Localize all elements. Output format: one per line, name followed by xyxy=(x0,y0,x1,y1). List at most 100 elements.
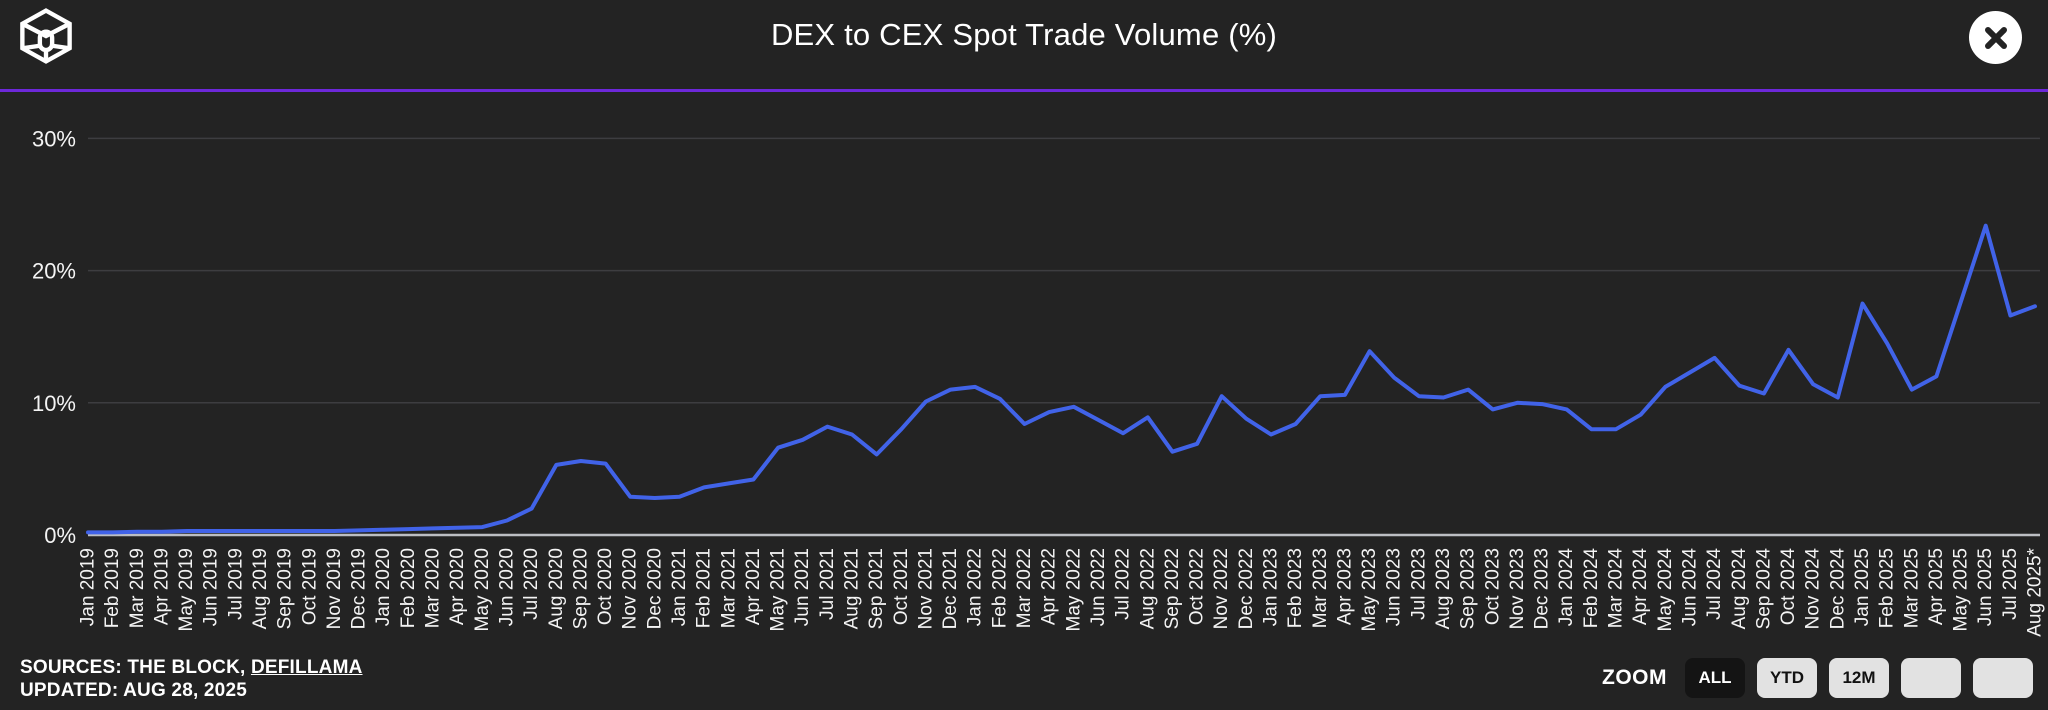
x-tick-label: Aug 2019 xyxy=(250,548,271,629)
x-tick-label: Dec 2021 xyxy=(940,548,961,629)
close-button[interactable] xyxy=(1969,11,2022,64)
trend-line xyxy=(86,223,2037,535)
x-tick-label: Apr 2019 xyxy=(151,548,172,625)
close-icon xyxy=(1984,26,2007,49)
x-tick-label: Jul 2021 xyxy=(817,548,838,620)
x-tick-label: Jun 2025 xyxy=(1975,548,1996,626)
x-tick-label: Nov 2020 xyxy=(620,548,641,629)
y-tick-label: 0% xyxy=(44,523,76,548)
x-tick-label: Aug 2023 xyxy=(1433,548,1454,629)
x-tick-label: Aug 2024 xyxy=(1729,548,1750,630)
x-tick-label: Jan 2021 xyxy=(669,548,690,626)
x-tick-label: Dec 2019 xyxy=(349,548,370,629)
x-tick-label: Apr 2025 xyxy=(1926,548,1947,625)
sources-block: SOURCES: THE BLOCK, DEFILLAMA UPDATED: A… xyxy=(20,656,363,702)
zoom-button-ytd[interactable]: YTD xyxy=(1757,658,1817,698)
x-tick-label: Feb 2024 xyxy=(1581,548,1602,629)
x-tick-label: Jan 2019 xyxy=(78,548,99,626)
x-tick-label: Feb 2023 xyxy=(1285,548,1306,628)
x-tick-label: Mar 2023 xyxy=(1310,548,1331,628)
x-tick-label: Oct 2024 xyxy=(1778,548,1799,626)
x-tick-label: Jul 2025 xyxy=(2000,548,2021,620)
x-tick-label: Jun 2023 xyxy=(1384,548,1405,626)
x-tick-label: May 2019 xyxy=(176,548,197,631)
x-tick-label: Apr 2021 xyxy=(743,548,764,625)
x-tick-label: Sep 2024 xyxy=(1753,548,1774,630)
header: DEX to CEX Spot Trade Volume (%) xyxy=(0,0,2048,92)
x-tick-label: May 2024 xyxy=(1655,548,1676,632)
page-title: DEX to CEX Spot Trade Volume (%) xyxy=(770,17,1278,52)
zoom-controls: ZOOM ALL YTD 12M xyxy=(1602,658,2033,698)
x-tick-label: May 2023 xyxy=(1359,548,1380,631)
x-tick-label: Jul 2019 xyxy=(225,548,246,620)
x-tick-label: Dec 2020 xyxy=(644,548,665,629)
zoom-button-all[interactable]: ALL xyxy=(1685,658,1745,698)
x-tick-label: Aug 2021 xyxy=(842,548,863,629)
y-tick-label: 20% xyxy=(32,259,76,284)
x-tick-label: Mar 2019 xyxy=(127,548,148,628)
x-tick-label: May 2020 xyxy=(472,548,493,631)
y-tick-label: 30% xyxy=(32,126,76,151)
x-tick-label: Jan 2022 xyxy=(965,548,986,626)
x-tick-label: Sep 2021 xyxy=(866,548,887,629)
line-chart[interactable]: 0%10%20%30%Jan 2019 Feb 2019 Mar 2019 Apr 2… xyxy=(0,92,2048,655)
x-tick-label: Dec 2022 xyxy=(1236,548,1257,629)
x-tick-label: May 2025 xyxy=(1951,548,1972,631)
x-tick-label: Jun 2021 xyxy=(792,548,813,626)
x-tick-label: Sep 2023 xyxy=(1458,548,1479,629)
x-tick-label: Jan 2023 xyxy=(1260,548,1281,626)
x-tick-label: Jan 2020 xyxy=(373,548,394,626)
x-tick-label: Feb 2022 xyxy=(989,548,1010,628)
x-tick-label: Mar 2025 xyxy=(1901,548,1922,628)
x-tick-label: Mar 2022 xyxy=(1014,548,1035,628)
x-tick-label: Sep 2022 xyxy=(1162,548,1183,629)
x-tick-label: Feb 2019 xyxy=(102,548,123,628)
x-tick-label: Nov 2022 xyxy=(1211,548,1232,629)
x-tick-label: Aug 2025* xyxy=(2025,547,2046,636)
x-tick-label: Feb 2020 xyxy=(398,548,419,628)
x-tick-label: Mar 2024 xyxy=(1606,548,1627,629)
sources-prefix: SOURCES: THE BLOCK, xyxy=(20,657,251,678)
x-tick-label: Jul 2023 xyxy=(1408,548,1429,620)
zoom-button-5[interactable] xyxy=(1973,658,2033,698)
x-tick-label: Jul 2024 xyxy=(1704,548,1725,620)
zoom-button-4[interactable] xyxy=(1901,658,1961,698)
x-tick-label: Dec 2024 xyxy=(1827,548,1848,630)
x-tick-label: Apr 2020 xyxy=(447,548,468,625)
x-tick-label: Aug 2022 xyxy=(1137,548,1158,629)
x-tick-label: Sep 2020 xyxy=(570,548,591,629)
x-tick-label: Jun 2020 xyxy=(496,548,517,626)
x-tick-label: Jul 2020 xyxy=(521,548,542,620)
x-tick-label: Apr 2022 xyxy=(1039,548,1060,625)
x-tick-label: Nov 2024 xyxy=(1803,548,1824,630)
x-tick-label: Oct 2020 xyxy=(595,548,616,625)
the-block-logo-icon xyxy=(20,8,72,64)
zoom-label: ZOOM xyxy=(1602,666,1667,689)
x-tick-label: Jun 2022 xyxy=(1088,548,1109,626)
x-tick-label: Apr 2023 xyxy=(1334,548,1355,625)
zoom-button-12m[interactable]: 12M xyxy=(1829,658,1889,698)
x-tick-label: Jun 2024 xyxy=(1679,548,1700,627)
x-tick-label: Jan 2024 xyxy=(1556,548,1577,627)
x-tick-label: May 2022 xyxy=(1063,548,1084,631)
x-tick-label: Nov 2023 xyxy=(1507,548,1528,629)
x-tick-label: Aug 2020 xyxy=(546,548,567,629)
x-tick-label: Jul 2022 xyxy=(1113,548,1134,620)
y-tick-label: 10% xyxy=(32,391,76,416)
x-tick-label: Sep 2019 xyxy=(275,548,296,629)
x-tick-label: Oct 2023 xyxy=(1482,548,1503,625)
defillama-link[interactable]: DEFILLAMA xyxy=(250,657,363,678)
x-tick-label: May 2021 xyxy=(768,548,789,631)
x-tick-label: Oct 2019 xyxy=(299,548,320,625)
sources-line: SOURCES: THE BLOCK, DEFILLAMA xyxy=(20,656,363,679)
x-tick-label: Jun 2019 xyxy=(201,548,222,626)
x-tick-label: Jan 2025 xyxy=(1852,548,1873,626)
x-tick-label: Mar 2020 xyxy=(423,548,444,628)
x-tick-label: Feb 2021 xyxy=(694,548,715,628)
x-tick-label: Oct 2022 xyxy=(1187,548,1208,625)
x-tick-label: Oct 2021 xyxy=(891,548,912,625)
updated-line: UPDATED: AUG 28, 2025 xyxy=(20,680,247,701)
x-tick-label: Dec 2023 xyxy=(1532,548,1553,629)
x-tick-label: Nov 2019 xyxy=(324,548,345,629)
